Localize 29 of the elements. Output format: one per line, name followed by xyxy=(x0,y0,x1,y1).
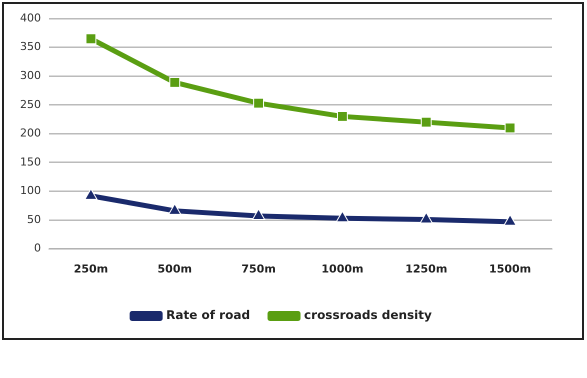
x-tick-label: 1500m xyxy=(489,262,532,276)
point xyxy=(336,110,348,122)
point xyxy=(253,98,264,109)
point xyxy=(84,188,98,200)
x-tick-label: 1000m xyxy=(321,262,364,276)
legend-label: Rate of road xyxy=(166,308,250,322)
y-tick-label: 300 xyxy=(20,69,41,82)
point xyxy=(169,77,180,88)
y-tick-label: 250 xyxy=(20,98,41,111)
point xyxy=(336,210,349,222)
point xyxy=(168,203,182,215)
point xyxy=(504,214,517,226)
x-tick-label: 500m xyxy=(158,262,192,276)
y-tick-label: 350 xyxy=(20,40,41,54)
y-tick-label: 0 xyxy=(34,242,41,255)
x-tick-label: 250m xyxy=(74,262,108,276)
point xyxy=(85,33,96,44)
y-tick-label: 150 xyxy=(20,155,41,168)
point xyxy=(420,212,433,224)
y-tick-label: 100 xyxy=(20,184,41,198)
point xyxy=(504,122,516,134)
y-tick-label: 400 xyxy=(20,11,41,24)
point xyxy=(420,116,432,128)
x-tick-label: 1250m xyxy=(405,262,448,276)
y-tick-label: 50 xyxy=(26,212,41,226)
x-tick-label: 750m xyxy=(241,262,276,276)
legend-label: crossroads density xyxy=(304,308,432,322)
y-tick-label: 200 xyxy=(20,126,41,140)
point xyxy=(252,208,266,220)
